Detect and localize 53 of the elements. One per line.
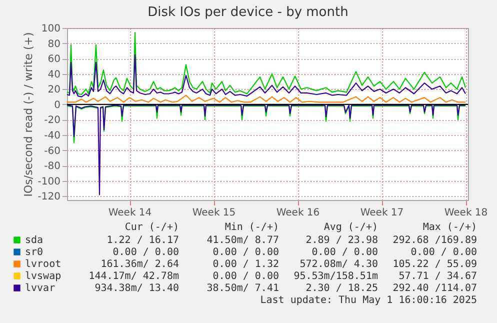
line-series: [66, 104, 466, 196]
y-tick-label: 80: [48, 38, 60, 50]
line-series: [66, 94, 466, 103]
legend-label: lvswap: [25, 271, 62, 282]
y-tick-label: -40: [44, 130, 60, 142]
text: 95.53m/158.51m: [294, 271, 378, 282]
x-tick-label: Week 14: [108, 208, 152, 218]
legend-label: sr0: [25, 247, 44, 258]
text: 2.89 / 23.98: [306, 235, 378, 246]
text: 292.68 /169.89: [392, 235, 477, 246]
line-series: [66, 32, 466, 96]
text: 0.00 / 0.00: [410, 247, 477, 258]
x-tick-label: Week 16: [276, 208, 320, 218]
y-tick-label: 100: [41, 24, 60, 34]
text: 0.00 / 0.00: [212, 247, 279, 258]
y-tick-label: -20: [44, 115, 60, 126]
x-tick-label: Week 15: [192, 208, 236, 218]
text: Last update: Thu May 1 16:00:16 2025: [260, 295, 477, 306]
text: 934.38m/ 13.40: [94, 283, 179, 294]
text: 0.00 / 1.32: [212, 259, 279, 270]
legend-label: sda: [25, 235, 44, 246]
text: 144.17m/ 42.78m: [88, 271, 179, 282]
text: 57.71 / 34.67: [398, 271, 477, 282]
text: Max (-/+): [422, 222, 477, 233]
text: 572.08m/ 4.30: [300, 259, 378, 270]
text: 0.00 / 0.00: [312, 247, 378, 258]
y-tick-label: 60: [48, 54, 60, 66]
text: Min (-/+): [224, 222, 279, 233]
text: 1.22 / 16.17: [106, 235, 179, 246]
legend-label: lvroot: [25, 259, 62, 270]
text: Avg (-/+): [324, 222, 378, 233]
text: Cur (-/+): [124, 222, 179, 233]
line-series: [66, 54, 466, 98]
y-tick-label: -60: [44, 146, 60, 157]
text: 2.30 / 18.25: [306, 283, 378, 294]
y-tick-label: -100: [38, 176, 60, 188]
text: 292.40 /114.07: [392, 283, 477, 294]
y-tick-label: -120: [38, 192, 60, 203]
x-tick-label: Week 17: [360, 208, 404, 218]
y-tick-label: 0: [54, 100, 60, 111]
text: 41.50m/ 8.77: [206, 235, 279, 246]
text: 38.50m/ 7.41: [206, 283, 279, 294]
y-tick-label: 40: [48, 69, 60, 80]
legend-label: lvvar: [25, 283, 56, 294]
y-tick-label: 20: [48, 84, 60, 96]
y-axis-title: IOs/second read (-) / write (+): [22, 32, 35, 197]
text: 105.22 / 55.09: [392, 259, 477, 270]
text: 0.00 / 0.00: [212, 271, 279, 282]
y-tick-label: -80: [44, 161, 60, 172]
text: 161.36m/ 2.64: [100, 259, 179, 270]
x-tick-label: Week 18: [444, 208, 488, 218]
chart-title: Disk IOs per device - by month: [148, 5, 348, 20]
text: 0.00 / 0.00: [112, 247, 179, 258]
